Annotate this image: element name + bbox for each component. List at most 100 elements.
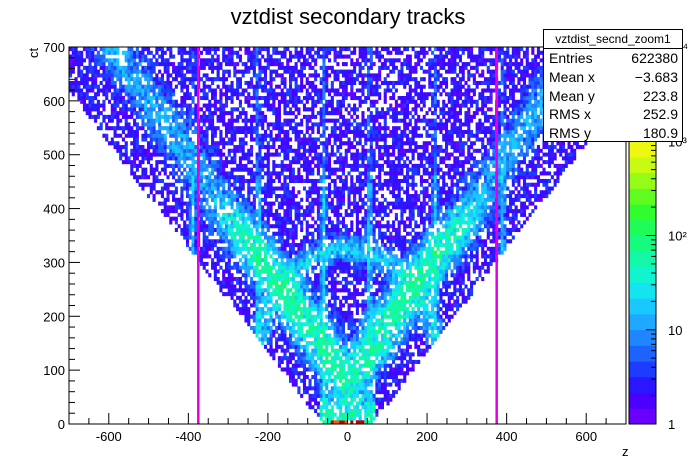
histogram-bin	[261, 122, 265, 127]
histogram-bin	[238, 246, 242, 251]
histogram-bin	[224, 99, 229, 104]
histogram-bin	[336, 137, 340, 142]
histogram-bin	[319, 160, 323, 165]
histogram-bin	[174, 160, 178, 165]
histogram-bin	[336, 220, 340, 225]
histogram-bin	[222, 205, 226, 210]
histogram-bin	[199, 145, 203, 150]
histogram-bin	[347, 103, 351, 108]
histogram-bin	[236, 276, 240, 282]
histogram-bin	[283, 92, 287, 97]
histogram-bin	[183, 84, 187, 89]
histogram-bin	[286, 212, 290, 217]
histogram-bin	[130, 103, 134, 108]
histogram-bin	[266, 50, 270, 55]
histogram-bin	[266, 224, 270, 229]
histogram-bin	[216, 65, 220, 70]
histogram-bin	[311, 54, 315, 59]
histogram-bin	[194, 62, 198, 67]
histogram-bin	[238, 126, 242, 131]
histogram-bin	[219, 197, 223, 202]
histogram-bin	[358, 367, 362, 372]
histogram-bin	[263, 235, 268, 240]
histogram-bin	[135, 141, 139, 146]
histogram-bin	[155, 152, 159, 157]
histogram-bin	[333, 314, 337, 319]
histogram-bin	[227, 194, 231, 199]
histogram-bin	[336, 156, 340, 161]
histogram-bin	[205, 246, 209, 251]
histogram-bin	[291, 99, 295, 104]
histogram-bin	[74, 77, 78, 82]
histogram-bin	[364, 96, 368, 101]
histogram-bin	[263, 103, 268, 108]
histogram-bin	[194, 114, 198, 119]
histogram-bin	[336, 416, 340, 421]
histogram-bin	[169, 171, 173, 176]
histogram-bin	[333, 182, 337, 187]
histogram-bin	[244, 209, 248, 214]
histogram-bin	[297, 325, 301, 331]
histogram-bin	[77, 92, 81, 97]
histogram-bin	[341, 54, 346, 59]
histogram-bin	[283, 209, 287, 214]
histogram-bin	[350, 322, 354, 327]
histogram-bin	[289, 50, 293, 55]
histogram-bin	[344, 69, 348, 74]
histogram-bin	[77, 62, 81, 67]
histogram-bin	[219, 167, 223, 172]
histogram-bin	[339, 401, 343, 406]
histogram-bin	[361, 405, 365, 410]
histogram-bin	[199, 114, 203, 119]
histogram-bin	[149, 156, 153, 161]
histogram-bin	[116, 65, 120, 70]
histogram-bin	[213, 209, 217, 214]
histogram-bin	[297, 58, 301, 63]
histogram-bin	[364, 318, 368, 323]
histogram-bin	[244, 65, 248, 70]
histogram-bin	[294, 88, 298, 93]
histogram-bin	[305, 329, 309, 334]
histogram-bin	[305, 156, 309, 161]
histogram-bin	[355, 190, 359, 195]
histogram-bin	[211, 194, 215, 199]
histogram-bin	[202, 190, 206, 195]
histogram-bin	[350, 220, 354, 225]
histogram-bin	[158, 111, 162, 116]
histogram-bin	[369, 220, 373, 225]
histogram-bin	[230, 62, 234, 67]
histogram-bin	[272, 292, 276, 297]
histogram-bin	[300, 314, 304, 319]
histogram-bin	[152, 118, 156, 123]
histogram-bin	[350, 416, 354, 421]
histogram-bin	[339, 303, 343, 308]
histogram-bin	[227, 69, 231, 74]
histogram-bin	[305, 231, 309, 236]
histogram-bin	[261, 280, 265, 285]
histogram-bin	[297, 292, 301, 297]
histogram-bin	[316, 99, 320, 104]
histogram-bin	[105, 84, 109, 89]
histogram-bin	[358, 378, 362, 383]
histogram-bin	[308, 80, 312, 85]
histogram-bin	[283, 122, 287, 127]
histogram-bin	[353, 288, 357, 293]
histogram-bin	[314, 77, 318, 82]
histogram-bin	[130, 88, 134, 93]
histogram-bin	[155, 77, 159, 82]
histogram-bin	[199, 50, 203, 55]
histogram-bin	[269, 194, 273, 199]
histogram-bin	[367, 88, 371, 93]
histogram-bin	[364, 284, 368, 289]
histogram-bin	[255, 77, 259, 82]
histogram-bin	[199, 224, 203, 229]
histogram-bin	[160, 201, 164, 206]
histogram-bin	[319, 359, 323, 364]
histogram-bin	[247, 288, 251, 293]
histogram-bin	[138, 54, 142, 59]
histogram-bin	[319, 114, 323, 119]
histogram-bin	[319, 265, 323, 270]
histogram-bin	[211, 92, 215, 97]
histogram-bin	[172, 163, 176, 168]
histogram-bin	[355, 276, 359, 282]
